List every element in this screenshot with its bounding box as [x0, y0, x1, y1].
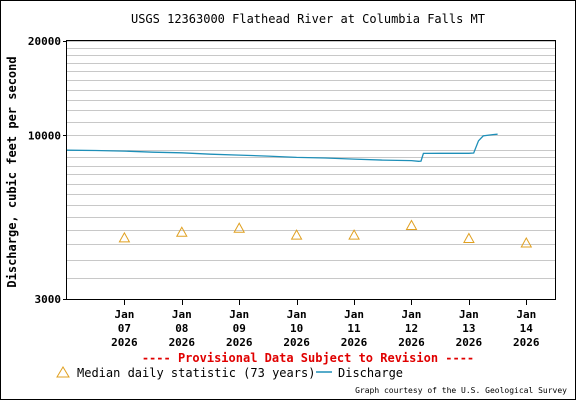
x-tick-label: 2026 — [283, 336, 310, 349]
x-tick-label: 07 — [118, 322, 131, 335]
y-axis-label: Discharge, cubic feet per second — [5, 56, 19, 287]
series-layer — [66, 133, 533, 248]
x-ticks: Jan072026Jan082026Jan092026Jan102026Jan1… — [111, 299, 540, 349]
x-tick-label: 2026 — [398, 336, 425, 349]
x-tick-label: Jan — [516, 308, 536, 321]
x-tick-label: Jan — [114, 308, 134, 321]
median-point — [290, 229, 303, 240]
x-tick-label: Jan — [402, 308, 422, 321]
x-tick-label: 14 — [520, 322, 534, 335]
y-tick-label: 10000 — [28, 129, 61, 142]
provisional-notice: ---- Provisional Data Subject to Revisio… — [142, 351, 474, 365]
legend: Median daily statistic (73 years) Discha… — [56, 366, 403, 380]
x-tick-label: Jan — [172, 308, 192, 321]
y-ticks: 20000 10000 3000 — [28, 35, 67, 306]
x-tick-label: Jan — [344, 308, 364, 321]
median-point — [520, 236, 533, 248]
x-tick-label: 08 — [175, 322, 188, 335]
discharge-line — [66, 133, 498, 162]
x-tick-label: Jan — [459, 308, 479, 321]
plot-frame — [66, 40, 556, 300]
x-tick-label: 2026 — [456, 336, 483, 349]
x-tick-label: 13 — [462, 322, 475, 335]
legend-median-label: Median daily statistic (73 years) — [77, 366, 315, 380]
x-tick-label: 11 — [347, 322, 361, 335]
chart-title: USGS 12363000 Flathead River at Columbia… — [131, 12, 485, 26]
y-tick-label: 20000 — [28, 35, 61, 48]
x-tick-label: 2026 — [341, 336, 368, 349]
x-tick-label: 2026 — [169, 336, 196, 349]
credit-text: Graph courtesy of the U.S. Geological Su… — [355, 386, 567, 395]
x-tick-label: Jan — [229, 308, 249, 321]
legend-median-icon — [56, 366, 70, 378]
median-point — [348, 229, 360, 240]
median-point — [118, 231, 131, 243]
x-tick-label: 12 — [405, 322, 418, 335]
x-tick-label: 2026 — [226, 336, 253, 349]
x-tick-label: Jan — [287, 308, 307, 321]
median-point — [405, 219, 418, 230]
median-point — [233, 222, 246, 233]
x-tick-label: 2026 — [111, 336, 138, 349]
legend-discharge-label: Discharge — [338, 366, 403, 380]
median-point — [175, 226, 188, 237]
median-point — [463, 232, 475, 243]
x-tick-label: 10 — [290, 322, 303, 335]
x-tick-label: 09 — [233, 322, 246, 335]
x-tick-label: 2026 — [513, 336, 540, 349]
y-tick-label: 3000 — [35, 293, 62, 306]
